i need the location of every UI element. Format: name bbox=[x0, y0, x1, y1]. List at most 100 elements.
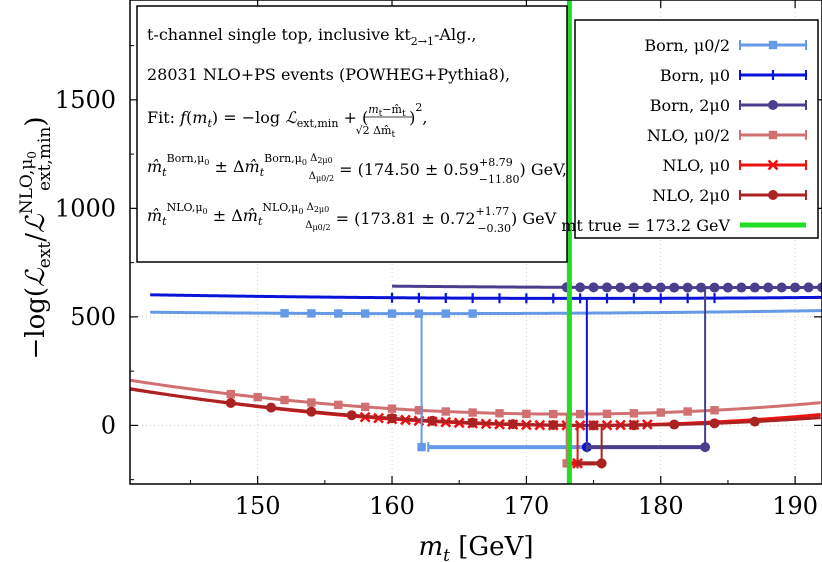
minimum-marker bbox=[417, 442, 426, 452]
minimum-marker bbox=[596, 458, 607, 469]
data-point bbox=[683, 407, 692, 416]
data-point bbox=[441, 309, 450, 318]
data-point bbox=[709, 293, 720, 304]
data-point bbox=[334, 309, 343, 318]
legend-label: Born, 2μ0 bbox=[650, 96, 730, 115]
data-point bbox=[629, 409, 639, 418]
data-point bbox=[427, 415, 438, 426]
plot-frame bbox=[129, 0, 822, 485]
data-point bbox=[360, 309, 370, 318]
legend-marker bbox=[767, 159, 779, 171]
data-point bbox=[307, 398, 316, 407]
data-point bbox=[360, 402, 370, 412]
legend-label-true-mass: mt true = 173.2 GeV bbox=[561, 216, 730, 235]
data-point bbox=[413, 292, 424, 303]
axis-ticks: 150 160 170 180 190 0 500 1000 1500 bbox=[55, 0, 822, 520]
data-point bbox=[334, 400, 343, 410]
data-point bbox=[280, 309, 289, 318]
y-tick-label: 0 bbox=[101, 411, 116, 439]
data-point bbox=[549, 409, 558, 419]
legend-marker bbox=[768, 190, 778, 200]
data-point bbox=[266, 402, 277, 413]
series-line bbox=[150, 309, 822, 316]
info-line-5: m̂tNLO,μ0 ± Δm̂tNLO,μ0 Δ2μ0 Δμ0/2 = (173.… bbox=[147, 201, 557, 235]
data-point bbox=[507, 419, 518, 430]
data-point bbox=[253, 392, 262, 402]
legend-marker bbox=[768, 100, 778, 110]
legend-marker bbox=[768, 40, 778, 50]
info-line-2: 28031 NLO+PS events (POWHEG+Pythia8), bbox=[147, 65, 510, 84]
data-point bbox=[414, 406, 424, 415]
data-point bbox=[494, 293, 505, 304]
info-box: t-channel single top, inclusive kt2→1-Al… bbox=[136, 5, 568, 263]
info-line-3: Fit: f(mt) = −log ℒext,min + (mt−m̂t √2 Δ… bbox=[147, 101, 427, 140]
data-point bbox=[682, 293, 693, 304]
data-point bbox=[441, 407, 450, 416]
x-tick-label: 150 bbox=[235, 492, 281, 520]
data-point bbox=[669, 419, 680, 430]
data-point bbox=[575, 409, 585, 419]
data-point bbox=[655, 293, 666, 304]
x-tick-label: 170 bbox=[503, 492, 549, 520]
y-tick-label: 500 bbox=[70, 303, 116, 331]
y-tick-label: 1500 bbox=[55, 86, 116, 114]
legend-label: NLO, 2μ0 bbox=[652, 186, 730, 205]
data-point bbox=[521, 293, 532, 304]
data-point bbox=[602, 282, 613, 293]
data-point bbox=[522, 409, 531, 419]
data-point bbox=[226, 389, 235, 399]
x-tick-label: 160 bbox=[369, 492, 415, 520]
data-point bbox=[467, 417, 478, 428]
x-tick-label: 190 bbox=[772, 492, 818, 520]
data-point bbox=[709, 418, 720, 429]
data-point bbox=[615, 282, 626, 293]
data-point bbox=[495, 409, 504, 418]
data-point bbox=[602, 293, 613, 304]
data-point bbox=[722, 282, 733, 293]
data-point bbox=[709, 282, 720, 293]
data-point bbox=[710, 406, 719, 415]
data-point bbox=[588, 282, 599, 293]
legend-label: NLO, μ0/2 bbox=[647, 126, 730, 145]
legend-label: Born, μ0 bbox=[660, 66, 730, 85]
data-point bbox=[628, 293, 639, 304]
data-point bbox=[669, 282, 680, 293]
data-point bbox=[696, 282, 707, 293]
data-point bbox=[776, 282, 787, 293]
info-line-4: m̂tBorn,μ0 ± Δm̂tBorn,μ0 Δ2μ0 Δμ0/2 = (17… bbox=[147, 152, 567, 186]
legend-items: Born, μ0/2 Born, μ0 Born, 2μ0 NLO, μ0/2 NLO,… bbox=[561, 36, 807, 235]
data-point bbox=[749, 416, 760, 427]
data-point bbox=[749, 282, 760, 293]
data-point bbox=[682, 282, 693, 293]
data-point bbox=[803, 282, 814, 293]
data-point bbox=[602, 409, 612, 419]
data-point bbox=[790, 282, 801, 293]
data-point bbox=[467, 293, 478, 304]
data-point bbox=[655, 282, 666, 293]
data-point bbox=[548, 293, 559, 304]
data-point bbox=[628, 282, 639, 293]
data-point bbox=[736, 282, 747, 293]
data-point bbox=[387, 413, 398, 424]
x-axis-title: mt [GeV] bbox=[419, 532, 534, 562]
y-axis-title: −log(ℒext/ℒNLO,μ0ext,min) bbox=[17, 116, 55, 359]
legend-marker bbox=[768, 130, 778, 140]
data-point bbox=[588, 420, 599, 431]
info-line-1: t-channel single top, inclusive kt2→1-Al… bbox=[147, 25, 477, 48]
data-point bbox=[225, 397, 236, 408]
data-point bbox=[440, 293, 451, 304]
series-line bbox=[150, 293, 822, 300]
fit-curves bbox=[130, 282, 822, 431]
data-point bbox=[575, 282, 586, 293]
data-point bbox=[763, 282, 774, 293]
data-point bbox=[414, 309, 424, 318]
data-point bbox=[642, 282, 653, 293]
legend-label: NLO, μ0 bbox=[662, 156, 730, 175]
data-point bbox=[575, 293, 586, 304]
data-point bbox=[387, 309, 397, 318]
data-point bbox=[468, 408, 477, 417]
data-point bbox=[628, 420, 639, 431]
legend-label: Born, μ0/2 bbox=[644, 36, 730, 55]
data-point bbox=[346, 410, 357, 421]
